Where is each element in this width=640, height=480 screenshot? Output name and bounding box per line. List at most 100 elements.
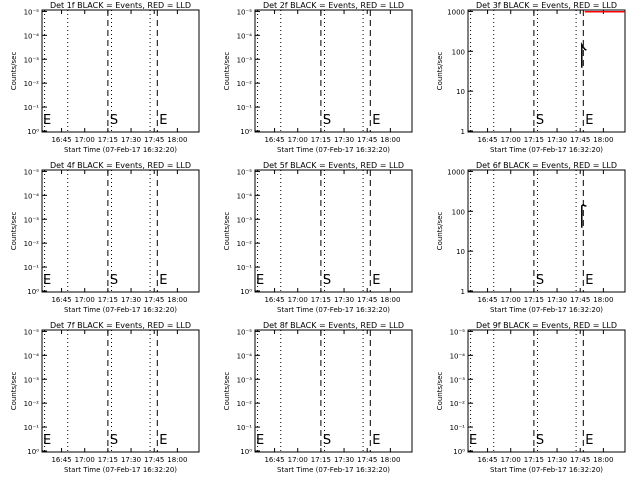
y-axis-label: Counts/sec	[10, 372, 18, 411]
end-marker-label-left: E	[43, 433, 51, 448]
end-marker-label-left: E	[469, 433, 477, 448]
y-tick-label: 10⁻⁵	[24, 328, 40, 336]
end-marker-label-left: E	[43, 273, 51, 288]
y-tick-label: 10⁻⁵	[237, 328, 253, 336]
y-tick-label: 10⁰	[240, 128, 252, 136]
x-tick-label: 18:00	[380, 296, 400, 304]
chart-title: Det 2f BLACK = Events, RED = LLD	[263, 1, 404, 10]
end-marker-label: E	[372, 113, 380, 128]
end-marker-label-left: E	[43, 113, 51, 128]
x-tick-label: 17:45	[570, 456, 590, 464]
y-axis-label: Counts/sec	[10, 212, 18, 251]
x-tick-label: 17:00	[75, 296, 95, 304]
panel-det-7: Det 7f BLACK = Events, RED = LLD 16:45 17:…	[10, 321, 200, 474]
x-tick-label: 17:00	[288, 296, 308, 304]
y-tick-label: 10⁻²	[24, 240, 40, 248]
x-tick-label: 17:30	[547, 136, 567, 144]
panel-det-8: Det 8f BLACK = Events, RED = LLD 16:45 17:…	[223, 321, 413, 474]
plot-frame	[41, 169, 200, 293]
start-marker-label: S	[536, 433, 544, 448]
y-tick-label: 10⁻⁴	[237, 32, 253, 40]
start-marker-label: S	[536, 113, 544, 128]
y-axis-label: Counts/sec	[223, 212, 231, 251]
y-tick-label: 10⁻²	[237, 400, 253, 408]
y-tick-label: 10⁻⁴	[237, 192, 253, 200]
y-tick-label: 10⁻²	[24, 80, 40, 88]
x-tick-label: 17:45	[570, 136, 590, 144]
x-tick-label: 18:00	[380, 456, 400, 464]
x-tick-label: 18:00	[593, 136, 613, 144]
x-tick-label: 17:30	[547, 456, 567, 464]
plot-frame	[254, 9, 413, 133]
panel-det-5: Det 5f BLACK = Events, RED = LLD 16:45 17:…	[223, 161, 413, 314]
x-tick-label: 17:15	[98, 456, 118, 464]
x-tick-label: 17:00	[501, 456, 521, 464]
y-axis-label: Counts/sec	[436, 212, 444, 251]
chart-title: Det 8f BLACK = Events, RED = LLD	[263, 321, 404, 330]
start-marker-label: S	[110, 273, 118, 288]
x-tick-label: 16:45	[264, 296, 284, 304]
x-tick-label: 17:45	[357, 456, 377, 464]
end-marker-label: E	[159, 273, 167, 288]
y-tick-label: 10⁻¹	[237, 264, 253, 272]
y-tick-label: 10⁻³	[24, 376, 40, 384]
x-tick-label: 17:30	[334, 136, 354, 144]
x-tick-label: 17:15	[98, 296, 118, 304]
y-tick-label: 10⁻³	[450, 376, 466, 384]
y-tick-label: 10⁰	[240, 288, 252, 296]
y-tick-label: 10⁻¹	[450, 424, 466, 432]
y-tick-label: 10⁰	[453, 448, 465, 456]
x-tick-label: 17:15	[311, 456, 331, 464]
x-tick-label: 18:00	[167, 136, 187, 144]
start-marker-label: S	[110, 113, 118, 128]
start-marker-label: S	[323, 113, 331, 128]
x-tick-label: 16:45	[51, 296, 71, 304]
panel-det-9: Det 9f BLACK = Events, RED = LLD 16:45 17:…	[436, 321, 626, 474]
end-marker-label: E	[585, 273, 593, 288]
end-marker-label: E	[372, 273, 380, 288]
y-tick-label: 10⁻²	[237, 80, 253, 88]
y-tick-label: 10⁻⁴	[24, 192, 40, 200]
x-tick-label: 17:00	[501, 296, 521, 304]
x-tick-label: 17:45	[144, 296, 164, 304]
y-tick-label: 10⁻¹	[24, 104, 40, 112]
x-tick-label: 17:45	[357, 136, 377, 144]
plot-frame	[41, 9, 200, 133]
x-tick-label: 17:30	[334, 296, 354, 304]
x-tick-label: 18:00	[380, 136, 400, 144]
x-tick-label: 16:45	[51, 456, 71, 464]
end-marker-label-left: E	[256, 433, 264, 448]
x-tick-label: 17:00	[75, 136, 95, 144]
x-tick-label: 18:00	[593, 296, 613, 304]
x-tick-label: 17:45	[144, 136, 164, 144]
x-tick-label: 17:30	[334, 456, 354, 464]
y-tick-label: 10⁻⁴	[24, 352, 40, 360]
x-tick-label: 17:45	[570, 296, 590, 304]
y-tick-label: 10⁰	[27, 448, 39, 456]
chart-title: Det 9f BLACK = Events, RED = LLD	[476, 321, 617, 330]
y-axis-label: Counts/sec	[10, 52, 18, 91]
start-marker-label: S	[323, 273, 331, 288]
y-axis-label: Counts/sec	[436, 52, 444, 91]
start-marker-label: S	[323, 433, 331, 448]
chart-title: Det 4f BLACK = Events, RED = LLD	[50, 161, 191, 170]
x-tick-label: 17:15	[524, 296, 544, 304]
plot-frame	[254, 329, 413, 453]
chart-title: Det 3f BLACK = Events, RED = LLD	[476, 1, 617, 10]
chart-title: Det 5f BLACK = Events, RED = LLD	[263, 161, 404, 170]
y-axis-label: Counts/sec	[223, 372, 231, 411]
y-tick-label: 10⁻³	[237, 56, 253, 64]
x-tick-label: 17:30	[547, 296, 567, 304]
x-tick-label: 17:30	[121, 296, 141, 304]
y-tick-label: 10⁻³	[237, 216, 253, 224]
start-marker-label: S	[536, 273, 544, 288]
y-tick-label: 10⁻¹	[237, 104, 253, 112]
x-tick-label: 17:45	[357, 296, 377, 304]
x-tick-label: 17:15	[98, 136, 118, 144]
x-axis-label: Start Time (07-Feb-17 16:32:20)	[64, 306, 177, 314]
end-marker-label: E	[372, 433, 380, 448]
y-tick-label: 10⁻²	[450, 400, 466, 408]
x-axis-label: Start Time (07-Feb-17 16:32:20)	[64, 466, 177, 474]
x-tick-label: 18:00	[167, 456, 187, 464]
x-tick-label: 16:45	[264, 456, 284, 464]
